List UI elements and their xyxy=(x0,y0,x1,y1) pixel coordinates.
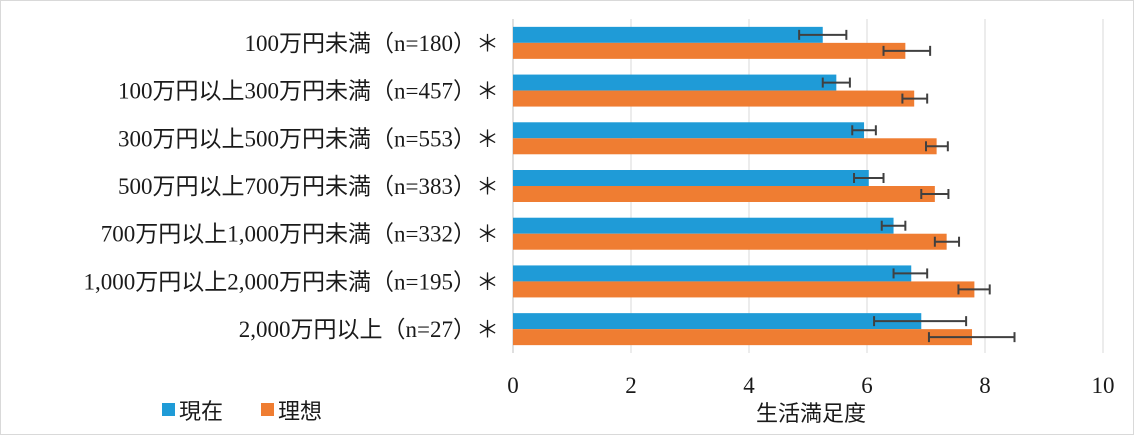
x-tick-labels: 0 2 4 6 8 10 xyxy=(507,373,1114,398)
bar-ideal xyxy=(513,233,947,250)
category-labels: 100万円未満（n=180）＊ 100万円以上300万円未満（n=457）＊ 300… xyxy=(84,31,499,342)
bar-ideal xyxy=(513,329,973,346)
category-label: 2,000万円以上（n=27）＊ xyxy=(239,317,499,342)
category-label: 300万円以上500万円未満（n=553）＊ xyxy=(118,126,499,151)
error-bars xyxy=(798,29,1016,343)
category-label: 700万円以上1,000万円未満（n=332）＊ xyxy=(101,222,499,247)
bar-current xyxy=(513,217,894,234)
legend: 現在 理想 xyxy=(162,400,322,425)
legend-label-ideal: 理想 xyxy=(278,400,322,425)
bars xyxy=(513,26,975,346)
legend-swatch-current xyxy=(162,403,175,416)
bar-ideal xyxy=(513,90,915,107)
x-tick-label: 6 xyxy=(861,373,873,398)
bar-current xyxy=(513,122,865,139)
bar-current xyxy=(513,74,837,91)
legend-swatch-ideal xyxy=(261,403,274,416)
x-tick-label: 10 xyxy=(1092,373,1115,398)
bar-current xyxy=(513,26,823,43)
x-tick-label: 0 xyxy=(507,373,519,398)
x-axis-title: 生活満足度 xyxy=(756,402,866,427)
category-label: 1,000万円以上2,000万円未満（n=195）＊ xyxy=(84,269,499,294)
category-label: 100万円未満（n=180）＊ xyxy=(245,31,499,56)
x-tick-label: 8 xyxy=(979,373,991,398)
category-label: 100万円以上300万円未満（n=457）＊ xyxy=(118,79,499,104)
bar-current xyxy=(513,170,869,186)
bar-current xyxy=(513,265,912,282)
legend-label-current: 現在 xyxy=(179,400,223,425)
bar-current xyxy=(513,313,922,330)
category-label: 500万円以上700万円未満（n=383）＊ xyxy=(118,174,499,199)
bar-ideal xyxy=(513,281,975,298)
x-tick-label: 2 xyxy=(625,373,637,398)
bar-ideal xyxy=(513,42,906,59)
x-tick-label: 4 xyxy=(743,373,755,398)
bar-ideal xyxy=(513,138,937,155)
bar-ideal xyxy=(513,186,935,202)
